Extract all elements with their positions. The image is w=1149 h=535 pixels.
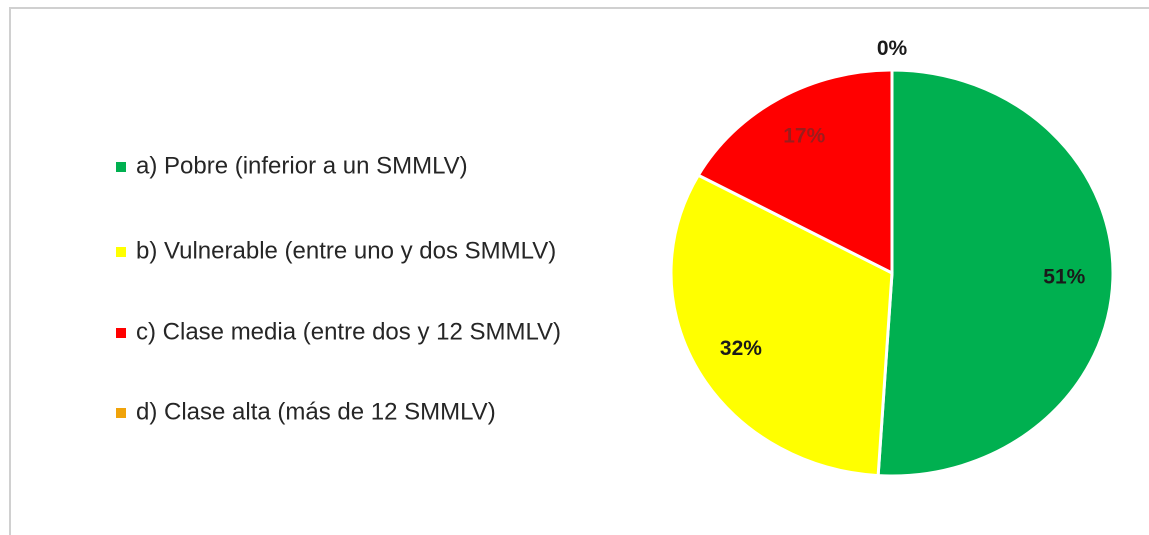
value-label: 0% bbox=[877, 37, 908, 60]
pie-slice bbox=[669, 173, 894, 478]
value-label: 51% bbox=[1043, 266, 1085, 289]
pie-slice bbox=[876, 68, 1115, 478]
chart-frame bbox=[9, 7, 1149, 535]
legend-swatch bbox=[116, 247, 126, 257]
value-label: 17% bbox=[783, 124, 825, 147]
pie-slice bbox=[696, 68, 894, 276]
value-label: 32% bbox=[720, 337, 762, 360]
legend-swatch bbox=[116, 408, 126, 418]
legend-label: d) Clase alta (más de 12 SMMLV) bbox=[136, 398, 496, 425]
legend-label: b) Vulnerable (entre uno y dos SMMLV) bbox=[136, 237, 556, 264]
legend-swatch bbox=[116, 162, 126, 172]
legend-label: a) Pobre (inferior a un SMMLV) bbox=[136, 152, 468, 179]
legend-label: c) Clase media (entre dos y 12 SMMLV) bbox=[136, 318, 561, 345]
legend-swatch bbox=[116, 328, 126, 338]
